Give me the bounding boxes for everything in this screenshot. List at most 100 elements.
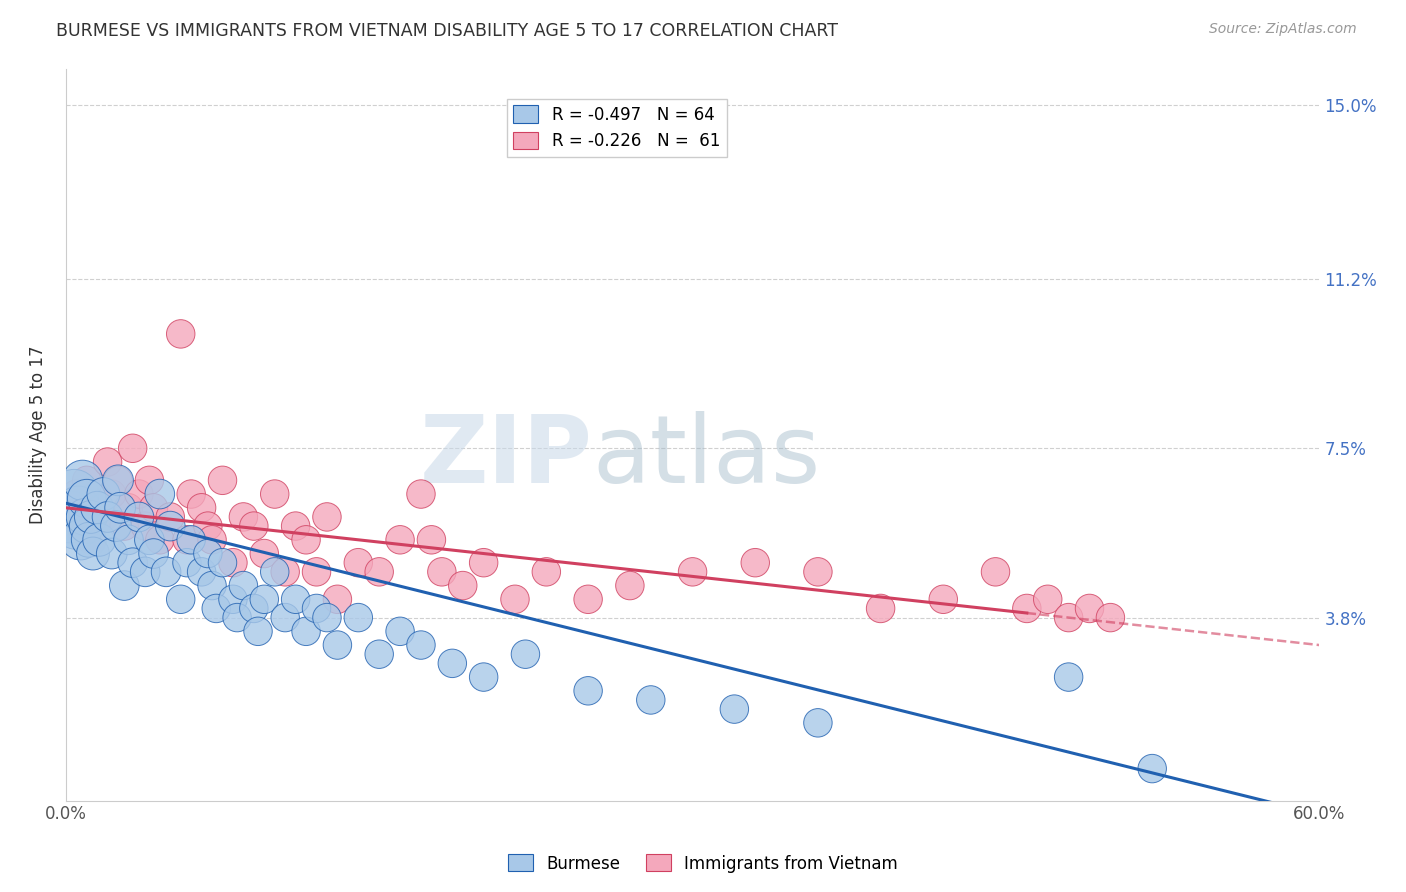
Point (1140, 762, 1163, 776)
Point (121, 442, 143, 456)
Point (932, 592, 955, 607)
Point (155, 565, 177, 579)
Point (76, 519, 98, 533)
Point (69, 533, 91, 547)
Point (149, 533, 172, 547)
Point (86, 500, 108, 515)
Point (263, 487, 285, 501)
Point (197, 547, 219, 561)
Point (76, 473, 98, 487)
Text: atlas: atlas (592, 410, 821, 502)
Point (72, 473, 94, 487)
Point (170, 592, 193, 607)
Point (59, 510, 82, 524)
Point (640, 693, 662, 707)
Point (142, 500, 165, 515)
Point (159, 519, 181, 533)
Point (274, 565, 297, 579)
Point (93, 487, 115, 501)
Point (1036, 592, 1059, 607)
Point (73, 510, 96, 524)
Point (201, 533, 224, 547)
Point (100, 487, 122, 501)
Point (65, 519, 87, 533)
Point (80, 533, 103, 547)
Point (807, 715, 830, 730)
Point (138, 473, 160, 487)
Point (389, 624, 412, 639)
Point (389, 533, 412, 547)
Point (107, 473, 129, 487)
Point (284, 592, 307, 607)
Point (316, 610, 339, 624)
Point (368, 565, 391, 579)
Point (112, 519, 135, 533)
Point (503, 592, 526, 607)
Point (134, 565, 156, 579)
Point (869, 601, 891, 615)
Point (253, 592, 276, 607)
Point (472, 556, 495, 570)
Point (211, 556, 233, 570)
Point (576, 592, 599, 607)
Point (1015, 601, 1038, 615)
Point (112, 578, 135, 592)
Point (326, 638, 349, 652)
Point (128, 510, 150, 524)
Point (80, 510, 103, 524)
Point (1057, 610, 1080, 624)
Point (515, 647, 537, 661)
Point (142, 547, 165, 561)
Point (576, 683, 599, 698)
Point (1057, 670, 1080, 684)
Point (682, 565, 704, 579)
Point (180, 487, 202, 501)
Point (247, 624, 270, 639)
Point (86, 487, 108, 501)
Point (347, 556, 370, 570)
Point (82, 547, 104, 561)
Point (274, 610, 297, 624)
Point (104, 519, 127, 533)
Point (128, 487, 150, 501)
Point (430, 565, 453, 579)
Point (190, 565, 212, 579)
Point (190, 500, 212, 515)
Point (69, 519, 91, 533)
Point (420, 533, 443, 547)
Point (368, 647, 391, 661)
Point (232, 578, 254, 592)
Point (93, 510, 115, 524)
Point (1078, 601, 1101, 615)
Point (97, 510, 120, 524)
Point (211, 473, 233, 487)
Point (72, 500, 94, 515)
Text: ZIP: ZIP (419, 410, 592, 502)
Point (89, 533, 111, 547)
Point (60, 510, 83, 524)
Point (1099, 610, 1122, 624)
Point (744, 556, 766, 570)
Point (441, 657, 464, 671)
Point (67, 500, 90, 515)
Point (134, 519, 156, 533)
Point (284, 519, 307, 533)
Point (222, 592, 245, 607)
Point (243, 601, 266, 615)
Point (197, 519, 219, 533)
Y-axis label: Disability Age 5 to 17: Disability Age 5 to 17 (30, 345, 46, 524)
Legend: Burmese, Immigrants from Vietnam: Burmese, Immigrants from Vietnam (502, 847, 904, 880)
Point (619, 578, 641, 592)
Point (97, 455, 120, 469)
Point (305, 565, 328, 579)
Point (984, 565, 1007, 579)
Point (347, 610, 370, 624)
Point (201, 578, 224, 592)
Point (295, 624, 318, 639)
Point (232, 510, 254, 524)
Point (107, 473, 129, 487)
Point (117, 500, 139, 515)
Text: Source: ZipAtlas.com: Source: ZipAtlas.com (1209, 22, 1357, 37)
Point (263, 565, 285, 579)
Point (472, 670, 495, 684)
